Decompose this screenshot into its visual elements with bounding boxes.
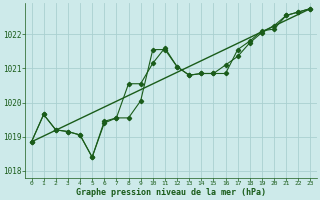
X-axis label: Graphe pression niveau de la mer (hPa): Graphe pression niveau de la mer (hPa) xyxy=(76,188,266,197)
